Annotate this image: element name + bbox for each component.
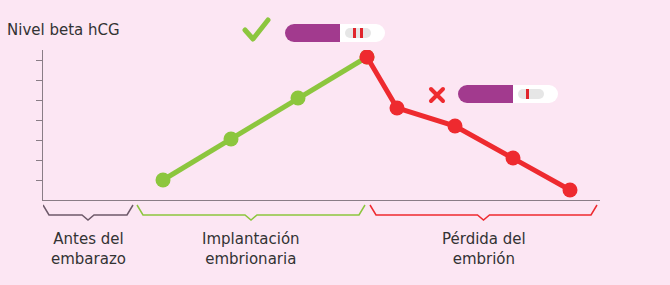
svg-text:Pérdida delembrión: Pérdida delembrión <box>442 230 526 268</box>
svg-text:Implantaciónembrionaria: Implantaciónembrionaria <box>202 230 300 268</box>
svg-text:Antes delembarazo: Antes delembarazo <box>51 230 126 268</box>
svg-text:Nivel beta hCG: Nivel beta hCG <box>7 21 120 39</box>
